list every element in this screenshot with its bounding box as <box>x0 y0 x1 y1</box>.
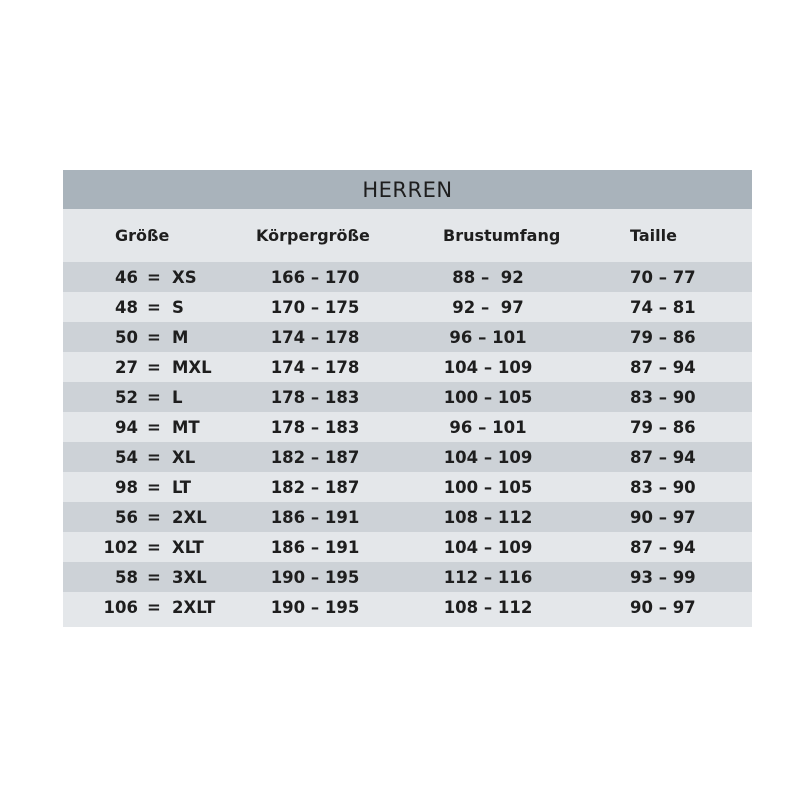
equals-sign: = <box>147 448 161 467</box>
body-height: 182 – 187 <box>270 478 360 497</box>
waist: 87 – 94 <box>630 448 696 467</box>
body-height: 190 – 195 <box>270 568 360 587</box>
size-number: 50 <box>115 328 138 347</box>
table-row: 52 = L 178 – 183 100 – 105 83 – 90 <box>63 382 752 412</box>
body-height: 174 – 178 <box>270 328 360 347</box>
table-row: 94 = MT 178 – 183 96 – 101 79 – 86 <box>63 412 752 442</box>
table-row: 27 = MXL 174 – 178 104 – 109 87 – 94 <box>63 352 752 382</box>
chest: 96 – 101 <box>449 418 527 437</box>
size-number: 48 <box>115 298 138 317</box>
waist: 83 – 90 <box>630 388 696 407</box>
chest: 96 – 101 <box>449 328 527 347</box>
size-label: 2XLT <box>172 598 216 617</box>
size-label: 3XL <box>172 568 207 587</box>
equals-sign: = <box>147 508 161 527</box>
table-row: 98 = LT 182 – 187 100 – 105 83 – 90 <box>63 472 752 502</box>
body-height: 174 – 178 <box>270 358 360 377</box>
header-height: Körpergröße <box>256 226 370 245</box>
size-label: LT <box>172 478 192 497</box>
body-height: 186 – 191 <box>270 508 360 527</box>
waist: 74 – 81 <box>630 298 696 317</box>
table-row: 58 = 3XL 190 – 195 112 – 116 93 – 99 <box>63 562 752 592</box>
waist: 87 – 94 <box>630 538 696 557</box>
size-label: M <box>172 328 189 347</box>
equals-sign: = <box>147 268 161 287</box>
chest: 104 – 109 <box>443 358 533 377</box>
waist: 79 – 86 <box>630 418 696 437</box>
header-waist: Taille <box>630 226 677 245</box>
table-row: 102 = XLT 186 – 191 104 – 109 87 – 94 <box>63 532 752 562</box>
header-size: Größe <box>115 226 170 245</box>
waist: 90 – 97 <box>630 508 696 527</box>
size-number: 52 <box>115 388 138 407</box>
equals-sign: = <box>147 388 161 407</box>
size-label: XS <box>172 268 197 287</box>
table-row: 56 = 2XL 186 – 191 108 – 112 90 – 97 <box>63 502 752 532</box>
equals-sign: = <box>147 298 161 317</box>
body-height: 186 – 191 <box>270 538 360 557</box>
size-number: 27 <box>115 358 138 377</box>
equals-sign: = <box>147 328 161 347</box>
chest: 88 – 92 <box>452 268 524 287</box>
chest: 112 – 116 <box>443 568 533 587</box>
size-label: MT <box>172 418 200 437</box>
size-number: 56 <box>115 508 138 527</box>
body-height: 178 – 183 <box>270 418 360 437</box>
chest: 100 – 105 <box>443 388 533 407</box>
waist: 70 – 77 <box>630 268 696 287</box>
equals-sign: = <box>147 568 161 587</box>
size-label: XLT <box>172 538 204 557</box>
table-title: HERREN <box>63 170 752 209</box>
chest: 100 – 105 <box>443 478 533 497</box>
waist: 83 – 90 <box>630 478 696 497</box>
equals-sign: = <box>147 478 161 497</box>
size-label: 2XL <box>172 508 207 527</box>
table-row: 46 = XS 166 – 170 88 – 92 70 – 77 <box>63 262 752 292</box>
table-row: 106 = 2XLT 190 – 195 108 – 112 90 – 97 <box>63 592 752 627</box>
equals-sign: = <box>147 598 161 617</box>
chest: 108 – 112 <box>443 598 533 617</box>
size-number: 58 <box>115 568 138 587</box>
size-label: MXL <box>172 358 212 377</box>
table-row: 50 = M 174 – 178 96 – 101 79 – 86 <box>63 322 752 352</box>
header-chest: Brustumfang <box>443 226 561 245</box>
waist: 79 – 86 <box>630 328 696 347</box>
body-height: 178 – 183 <box>270 388 360 407</box>
size-label: S <box>172 298 184 317</box>
size-number: 54 <box>115 448 138 467</box>
equals-sign: = <box>147 358 161 377</box>
header-row: Größe Körpergröße Brustumfang Taille <box>63 209 752 262</box>
equals-sign: = <box>147 418 161 437</box>
waist: 90 – 97 <box>630 598 696 617</box>
body-height: 170 – 175 <box>270 298 360 317</box>
chest: 108 – 112 <box>443 508 533 527</box>
size-number: 102 <box>103 538 138 557</box>
size-number: 106 <box>103 598 138 617</box>
waist: 87 – 94 <box>630 358 696 377</box>
table-row: 54 = XL 182 – 187 104 – 109 87 – 94 <box>63 442 752 472</box>
equals-sign: = <box>147 538 161 557</box>
size-label: XL <box>172 448 196 467</box>
chest: 104 – 109 <box>443 448 533 467</box>
size-chart-table: HERREN Größe Körpergröße Brustumfang Tai… <box>63 170 752 627</box>
body-height: 182 – 187 <box>270 448 360 467</box>
chest: 92 – 97 <box>452 298 524 317</box>
size-number: 98 <box>115 478 138 497</box>
size-number: 94 <box>115 418 138 437</box>
chest: 104 – 109 <box>443 538 533 557</box>
waist: 93 – 99 <box>630 568 696 587</box>
size-number: 46 <box>115 268 138 287</box>
table-row: 48 = S 170 – 175 92 – 97 74 – 81 <box>63 292 752 322</box>
body-height: 190 – 195 <box>270 598 360 617</box>
body-height: 166 – 170 <box>270 268 360 287</box>
size-label: L <box>172 388 183 407</box>
